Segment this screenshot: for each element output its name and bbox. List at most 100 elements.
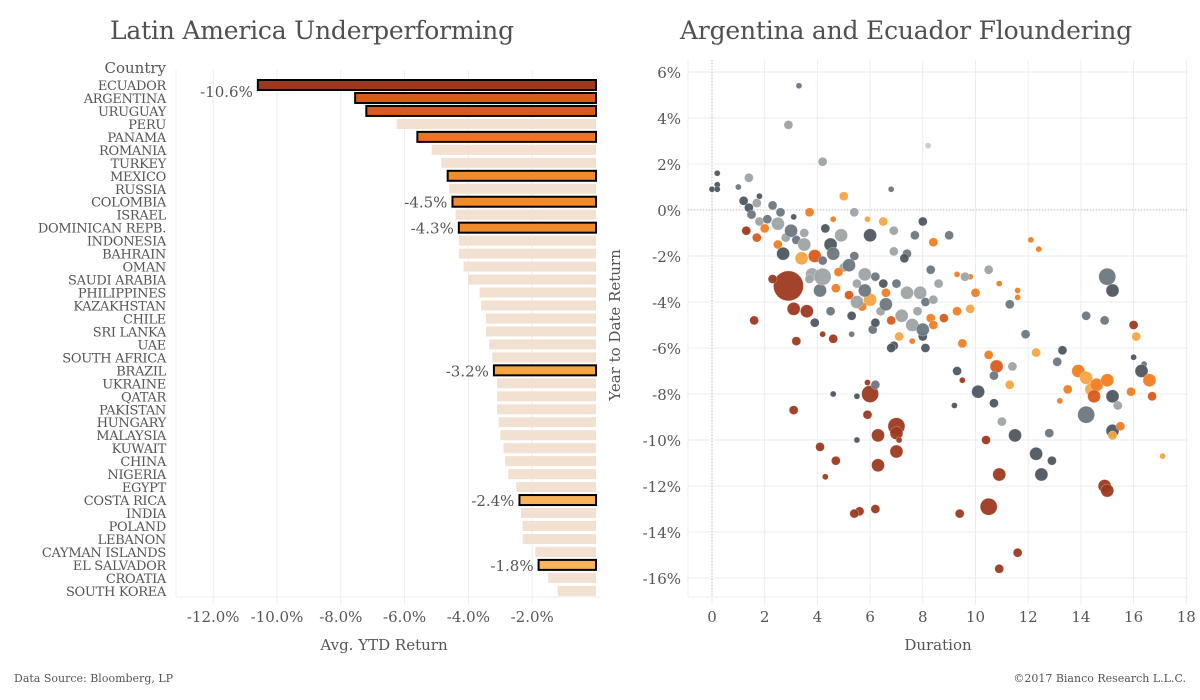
bar-ecuador <box>256 79 597 91</box>
scatter-point <box>913 286 927 300</box>
scatter-point <box>831 455 841 466</box>
bar-data-label: -10.6% <box>200 83 253 101</box>
scatter-point <box>850 295 864 309</box>
scatter-point <box>878 216 889 227</box>
scatter-y-tick-label: 4% <box>657 110 681 128</box>
scatter-point <box>795 82 803 90</box>
scatter-point <box>870 504 881 514</box>
scatter-point <box>1115 421 1126 431</box>
bar-x-tick-label: -2.0% <box>511 608 554 626</box>
bar-data-label: -2.4% <box>471 492 514 510</box>
scatter-point <box>817 255 828 266</box>
bar-malaysia <box>500 430 596 441</box>
scatter-point <box>871 428 885 443</box>
scatter-point <box>820 223 831 234</box>
copyright-note: ©2017 Bianco Research L.L.C. <box>1013 672 1186 685</box>
bar-croatia <box>548 572 596 583</box>
bar-x-tick-label: -12.0% <box>187 608 240 626</box>
scatter-point <box>1107 430 1118 441</box>
scatter-point <box>714 169 721 177</box>
category-label: SOUTH AFRICA <box>62 351 167 366</box>
scatter-point <box>849 508 860 519</box>
scatter-point <box>1052 357 1062 367</box>
scatter-point <box>1008 428 1022 443</box>
scatter-point <box>889 225 899 236</box>
scatter-point <box>842 258 856 272</box>
scatter-point <box>853 436 861 444</box>
scatter-point <box>965 304 975 314</box>
category-label: UKRAINE <box>102 377 166 392</box>
scatter-x-tick-label: 4 <box>813 608 823 626</box>
scatter-point <box>959 376 966 384</box>
scatter-point <box>886 315 896 326</box>
scatter-point <box>1027 236 1035 244</box>
bar-kazakhstan <box>481 300 596 311</box>
scatter-point <box>889 444 904 459</box>
scatter-point <box>848 330 855 338</box>
category-label: OMAN <box>122 261 166 276</box>
scatter-point <box>771 217 785 231</box>
bar-sri-lanka <box>485 326 596 337</box>
scatter-point <box>864 215 871 223</box>
bar-costa-rica <box>518 494 597 507</box>
bar-cayman-islands <box>535 546 596 557</box>
category-label: COLOMBIA <box>91 196 167 211</box>
scatter-point <box>813 283 827 298</box>
category-label: ECUADOR <box>98 79 168 94</box>
scatter-point <box>1142 373 1157 387</box>
scatter-point <box>1031 347 1041 358</box>
scatter-point <box>1105 389 1120 404</box>
scatter-point <box>989 359 1004 374</box>
scatter-point <box>790 213 797 221</box>
scatter-x-tick-label: 6 <box>865 608 875 626</box>
scatter-x-tick-label: 12 <box>1019 608 1038 626</box>
scatter-point <box>1029 447 1043 461</box>
scatter-point <box>800 304 814 318</box>
scatter-point <box>828 334 838 344</box>
scatter-point <box>1014 294 1021 301</box>
scatter-point <box>1007 361 1018 372</box>
scatter-point <box>994 564 1004 574</box>
scatter-point <box>1020 329 1031 339</box>
bar-x-tick-label: -10.0% <box>251 608 304 626</box>
category-label: HUNGARY <box>97 416 167 431</box>
bar-el-salvador <box>537 558 598 571</box>
scatter-y-tick-label: -8% <box>652 386 681 404</box>
scatter-point <box>920 343 931 353</box>
scatter-point <box>858 283 872 298</box>
category-label: KUWAIT <box>112 442 167 457</box>
scatter-y-tick-label: -2% <box>652 248 681 266</box>
scatter-point <box>1134 364 1149 378</box>
scatter-point <box>1062 384 1073 395</box>
scatter-point <box>752 198 762 208</box>
category-label: BAHRAIN <box>102 248 166 263</box>
category-label: URUGUAY <box>98 105 167 120</box>
scatter-y-tick-label: 0% <box>657 202 681 220</box>
bar-romania <box>431 144 596 155</box>
scatter-point <box>881 288 891 298</box>
category-label: BRAZIL <box>116 364 166 379</box>
scatter-point <box>714 186 721 193</box>
scatter-point <box>804 207 815 218</box>
scatter-point <box>944 230 954 241</box>
scatter-point <box>864 379 871 386</box>
bar-data-label: -1.8% <box>490 557 533 575</box>
category-label: SOUTH KOREA <box>66 585 167 600</box>
bar-argentina <box>354 91 597 104</box>
bar-israel <box>455 209 596 220</box>
category-label: CROATIA <box>106 572 167 587</box>
scatter-point <box>831 283 841 293</box>
scatter-point <box>1056 397 1064 405</box>
bar-lebanon <box>522 533 596 544</box>
scatter-point <box>849 251 860 261</box>
scatter-point <box>916 322 930 337</box>
scatter-point <box>1126 386 1136 397</box>
scatter-y-tick-label: 2% <box>657 156 681 174</box>
bar-south-africa <box>492 352 596 363</box>
scatter-point <box>825 306 836 316</box>
bar-x-tick-label: -8.0% <box>319 608 362 626</box>
scatter-point <box>1100 483 1114 498</box>
scatter-point <box>784 223 798 238</box>
scatter-x-tick-label: 18 <box>1177 608 1196 626</box>
category-label: TURKEY <box>111 157 167 172</box>
